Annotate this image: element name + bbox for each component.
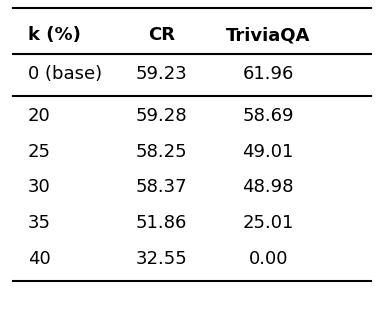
Text: 35: 35	[28, 214, 51, 232]
Text: 51.86: 51.86	[136, 214, 187, 232]
Text: 30: 30	[28, 178, 51, 196]
Text: 0 (base): 0 (base)	[28, 65, 102, 83]
Text: 20: 20	[28, 107, 51, 125]
Text: 48.98: 48.98	[242, 178, 294, 196]
Text: TriviaQA: TriviaQA	[226, 26, 310, 44]
Text: 25.01: 25.01	[243, 214, 294, 232]
Text: 0.00: 0.00	[248, 250, 288, 268]
Text: k (%): k (%)	[28, 26, 81, 44]
Text: 59.28: 59.28	[136, 107, 187, 125]
Text: 58.25: 58.25	[136, 143, 187, 160]
Text: 59.23: 59.23	[136, 65, 187, 83]
Text: 40: 40	[28, 250, 51, 268]
Text: CR: CR	[148, 26, 175, 44]
Text: 32.55: 32.55	[136, 250, 187, 268]
Text: 49.01: 49.01	[243, 143, 294, 160]
Text: 58.37: 58.37	[136, 178, 187, 196]
Text: 25: 25	[28, 143, 51, 160]
Text: 58.69: 58.69	[242, 107, 294, 125]
Text: 61.96: 61.96	[243, 65, 294, 83]
